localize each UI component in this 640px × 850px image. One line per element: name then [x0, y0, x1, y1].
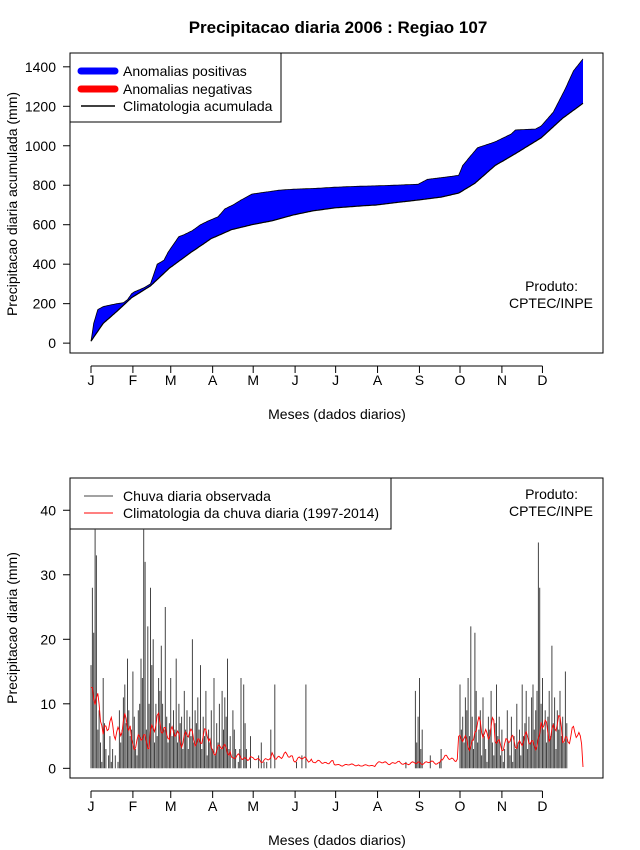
daily-x-tick-label-8: A: [373, 798, 383, 814]
daily-y-tick-label-10: 10: [40, 696, 56, 712]
daily-x-tick-label-4: A: [208, 798, 218, 814]
climatology-cumulative-line: [90, 102, 584, 342]
legend-label-observed: Chuva diaria observada: [123, 488, 271, 504]
daily-y-tick-label-30: 30: [40, 567, 56, 583]
positive-anomaly-area: [91, 58, 583, 342]
daily-annotation-line2: CPTEC/INPE: [509, 503, 593, 519]
cumulative-x-tick-label-7: J: [332, 372, 339, 388]
daily-x-tick-label-12: D: [537, 798, 547, 814]
daily-chart: 0 10 20 30 40 J F M A M J J A S O N D Precipitacao diar…: [4, 477, 604, 848]
cumulative-y-tick-label-0: 0: [48, 335, 56, 351]
daily-climatology-line: [90, 686, 584, 768]
cumulative-legend: Anomalias positivas Anomalias negativas …: [69, 52, 282, 123]
cumulative-y-axis: 0 200 400 600 800 1000 1200 1400: [25, 59, 71, 351]
cumulative-x-label: Meses (dados diarios): [268, 406, 406, 422]
cumulative-x-tick-label-12: D: [537, 372, 547, 388]
legend-label-positive: Anomalias positivas: [123, 63, 247, 79]
daily-x-tick-label-9: S: [415, 798, 424, 814]
cumulative-y-tick-label-800: 800: [33, 177, 57, 193]
cumulative-y-tick-label-600: 600: [33, 217, 57, 233]
cumulative-x-tick-label-8: A: [373, 372, 383, 388]
cumulative-y-tick-label-200: 200: [33, 296, 57, 312]
cumulative-x-tick-label-6: J: [292, 372, 299, 388]
cumulative-y-tick-label-1200: 1200: [25, 98, 56, 114]
daily-annotation-line1: Produto:: [525, 486, 578, 502]
cumulative-x-tick-label-4: A: [208, 372, 218, 388]
legend-label-negative: Anomalias negativas: [123, 81, 252, 97]
daily-x-tick-label-10: O: [455, 798, 466, 814]
cumulative-x-tick-label-1: J: [88, 372, 95, 388]
cumulative-y-tick-label-1400: 1400: [25, 59, 56, 75]
daily-legend-box: [69, 477, 392, 530]
daily-y-label: Precipitacao diaria (mm): [4, 552, 20, 704]
cumulative-annotation-line2: CPTEC/INPE: [509, 295, 593, 311]
daily-x-tick-label-7: J: [332, 798, 339, 814]
cumulative-area-layer: [90, 58, 584, 342]
chart-title: Precipitacao diaria 2006 : Regiao 107: [189, 18, 488, 37]
daily-y-tick-label-0: 0: [48, 760, 56, 776]
daily-legend: Chuva diaria observada Climatologia da c…: [69, 477, 392, 530]
legend-label-climatology: Climatologia acumulada: [123, 98, 273, 114]
cumulative-x-tick-label-11: N: [497, 372, 507, 388]
legend-label-daily-climatology: Climatologia da chuva diaria (1997-2014): [123, 505, 379, 521]
daily-x-tick-label-1: J: [88, 798, 95, 814]
cumulative-y-tick-label-400: 400: [33, 256, 57, 272]
cumulative-x-tick-label-10: O: [455, 372, 466, 388]
daily-x-tick-label-6: J: [292, 798, 299, 814]
daily-x-tick-label-3: M: [165, 798, 177, 814]
cumulative-chart: 0 200 400 600 800 1000 1200 1400 J F M A M J J A S O N D P…: [4, 52, 604, 422]
daily-x-tick-label-2: F: [129, 798, 138, 814]
cumulative-x-tick-label-9: S: [415, 372, 424, 388]
cumulative-y-tick-label-1000: 1000: [25, 138, 56, 154]
daily-y-axis: 0 10 20 30 40: [40, 502, 71, 776]
cumulative-x-tick-label-3: M: [165, 372, 177, 388]
cumulative-x-tick-label-2: F: [129, 372, 138, 388]
observed-cumulative-line: [90, 58, 584, 342]
cumulative-y-label: Precipitacao diaria acumulada (mm): [4, 92, 20, 316]
daily-y-tick-label-20: 20: [40, 631, 56, 647]
daily-x-label: Meses (dados diarios): [268, 832, 406, 848]
cumulative-annotation-line1: Produto:: [525, 278, 578, 294]
daily-y-tick-label-40: 40: [40, 502, 56, 518]
daily-climatology-layer: [90, 686, 584, 768]
daily-x-tick-label-5: M: [247, 798, 259, 814]
daily-x-tick-label-11: N: [497, 798, 507, 814]
cumulative-x-tick-label-5: M: [247, 372, 259, 388]
